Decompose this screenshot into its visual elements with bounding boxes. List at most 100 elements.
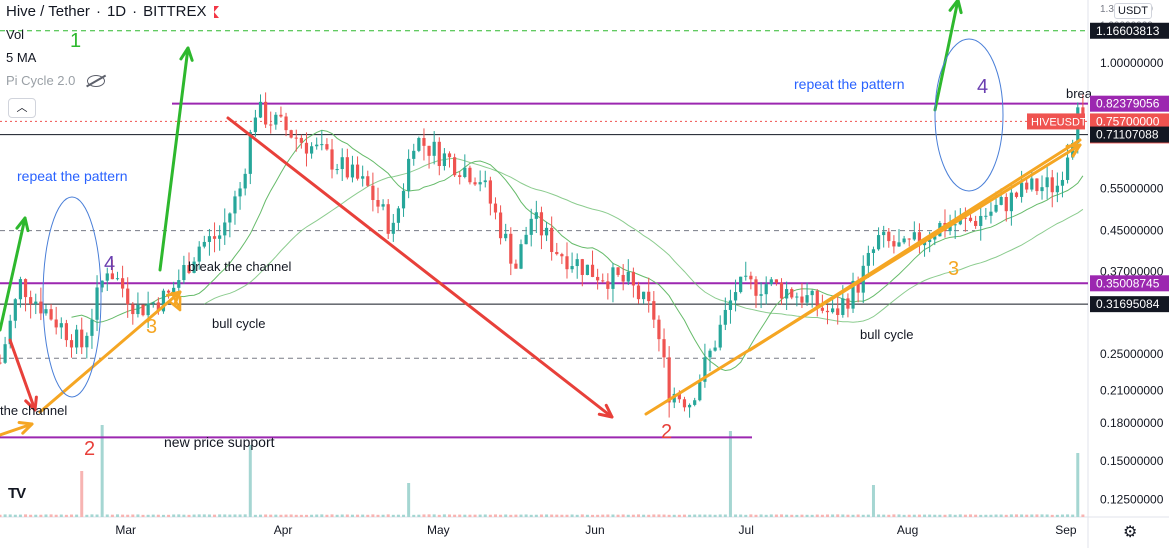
candle-body[interactable] — [529, 218, 533, 235]
symbol-name[interactable]: Hive / Tether — [6, 3, 90, 20]
candle-body[interactable] — [805, 295, 809, 303]
candle-body[interactable] — [754, 279, 758, 296]
candle-body[interactable] — [493, 203, 498, 213]
candle-body[interactable] — [892, 241, 896, 247]
candle-body[interactable] — [422, 138, 426, 146]
candle-body[interactable] — [274, 114, 278, 125]
candle-body[interactable] — [642, 291, 646, 300]
level-label-purple-low[interactable]: 0.35008745 — [1096, 276, 1160, 290]
candle-body[interactable] — [800, 296, 804, 303]
candle-body[interactable] — [687, 404, 692, 408]
candle-body[interactable] — [432, 141, 436, 156]
candle-body[interactable] — [166, 290, 171, 293]
candle-body[interactable] — [366, 176, 370, 186]
candle-body[interactable] — [749, 275, 753, 280]
candle-body[interactable] — [856, 280, 860, 293]
candle-body[interactable] — [626, 271, 630, 282]
candle-body[interactable] — [616, 267, 620, 275]
price-axis[interactable]: 1.00000000 0.55000000 0.45000000 0.37000000… — [1027, 4, 1169, 507]
candle-body[interactable] — [504, 233, 508, 239]
candle-body[interactable] — [299, 137, 303, 143]
candle-body[interactable] — [284, 116, 288, 131]
candle-body[interactable] — [621, 274, 625, 282]
candle-body[interactable] — [560, 254, 564, 257]
candle-body[interactable] — [228, 213, 232, 223]
candle-body[interactable] — [376, 200, 380, 207]
time-axis[interactable]: Mar Apr May Jun Jul Aug Sep — [115, 523, 1077, 537]
candle-body[interactable] — [69, 340, 74, 348]
level-label-purple-top[interactable]: 0.82379056 — [1096, 97, 1160, 111]
candle-body[interactable] — [427, 145, 431, 156]
candle-body[interactable] — [539, 212, 544, 236]
candle-body[interactable] — [718, 324, 722, 348]
candle-body[interactable] — [733, 292, 738, 301]
candle-body[interactable] — [442, 153, 446, 167]
candle-body[interactable] — [1060, 179, 1065, 186]
candle-body[interactable] — [447, 153, 452, 158]
candle-body[interactable] — [315, 144, 319, 147]
candle-body[interactable] — [192, 261, 196, 273]
candle-body[interactable] — [218, 235, 222, 239]
candle-body[interactable] — [575, 259, 579, 267]
candle-body[interactable] — [580, 259, 584, 275]
candle-body[interactable] — [917, 232, 922, 246]
candle-body[interactable] — [54, 319, 58, 328]
candle-body[interactable] — [3, 344, 7, 363]
candle-body[interactable] — [698, 381, 702, 401]
candle-body[interactable] — [519, 244, 523, 269]
candle-body[interactable] — [662, 339, 666, 358]
candle-body[interactable] — [606, 281, 610, 289]
candle-body[interactable] — [1035, 178, 1039, 192]
candle-body[interactable] — [8, 320, 12, 345]
candle-body[interactable] — [498, 212, 503, 239]
candle-body[interactable] — [779, 282, 784, 299]
candle-body[interactable] — [391, 222, 395, 234]
tradingview-logo[interactable]: TV — [8, 485, 26, 502]
candle-body[interactable] — [13, 299, 17, 321]
candle-body[interactable] — [59, 323, 63, 328]
candle-body[interactable] — [693, 400, 697, 405]
candle-body[interactable] — [769, 279, 773, 285]
candle-body[interactable] — [871, 249, 876, 253]
orange-arrow-short[interactable] — [0, 422, 34, 437]
level-label-green[interactable]: 1.16603813 — [1096, 24, 1160, 38]
candle-body[interactable] — [524, 234, 528, 245]
candle-body[interactable] — [999, 196, 1003, 205]
candle-body[interactable] — [248, 132, 252, 174]
candle-body[interactable] — [371, 185, 375, 201]
candle-body[interactable] — [1050, 177, 1054, 193]
candle-body[interactable] — [550, 227, 554, 253]
candle-body[interactable] — [407, 158, 411, 191]
candle-body[interactable] — [126, 288, 130, 305]
candle-body[interactable] — [1055, 185, 1059, 193]
candle-body[interactable] — [85, 335, 89, 348]
interval-label[interactable]: 1D — [106, 3, 127, 20]
exchange-label[interactable]: BITTREX — [143, 3, 207, 20]
drawings-layer[interactable] — [0, 0, 1082, 437]
level-label-gray[interactable]: 0.31695084 — [1096, 297, 1160, 311]
level-label-black[interactable]: 0.71107088 — [1096, 128, 1159, 142]
candle-body[interactable] — [790, 289, 794, 298]
candle-body[interactable] — [713, 347, 717, 351]
candle-body[interactable] — [1030, 178, 1034, 190]
candle-body[interactable] — [294, 137, 298, 139]
candle-body[interactable] — [596, 276, 600, 281]
candle-body[interactable] — [774, 279, 779, 283]
candle-body[interactable] — [49, 309, 53, 320]
candle-body[interactable] — [831, 308, 835, 313]
candle-body[interactable] — [401, 190, 406, 209]
pattern-ellipse-left[interactable] — [42, 196, 102, 398]
candle-body[interactable] — [458, 175, 462, 178]
candle-body[interactable] — [105, 273, 109, 281]
orange-trendline[interactable] — [748, 138, 1082, 352]
candle-body[interactable] — [95, 287, 99, 320]
candle-body[interactable] — [836, 308, 840, 315]
candle-body[interactable] — [764, 284, 768, 295]
candle-body[interactable] — [355, 164, 360, 179]
candle-body[interactable] — [677, 393, 681, 400]
candle-body[interactable] — [325, 144, 329, 150]
candle-body[interactable] — [657, 319, 661, 340]
candle-body[interactable] — [253, 117, 257, 133]
candle-body[interactable] — [989, 211, 993, 216]
